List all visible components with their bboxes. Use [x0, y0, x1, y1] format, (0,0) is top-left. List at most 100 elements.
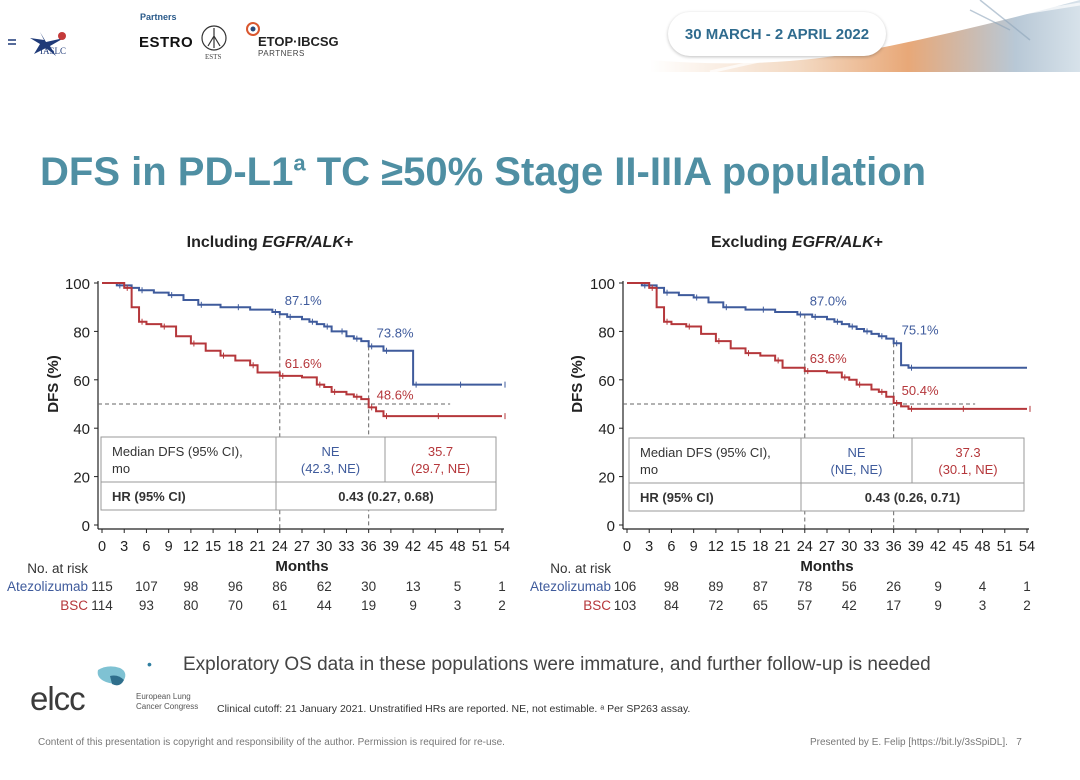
chart1-x-tick-label: 3: [120, 539, 128, 555]
chart2-risk-value: 98: [664, 579, 679, 594]
chart2-risk-name-atezolizumab: Atezolizumab: [530, 579, 611, 594]
chart1-label-bsc-36: 48.6%: [377, 387, 414, 402]
chart1-risk-value: 3: [454, 598, 462, 613]
chart1-label-bsc-24: 61.6%: [285, 356, 322, 371]
etop-ibcsg-logo: ETOP·IBCSG: [258, 34, 339, 49]
chart2-x-tick-label: 9: [690, 539, 698, 555]
chart1-x-tick-label: 54: [494, 539, 510, 555]
partners-label: Partners: [140, 12, 177, 22]
chart2-risk-value: 65: [753, 598, 768, 613]
copyright-notice: Content of this presentation is copyrigh…: [38, 737, 505, 748]
chart1-risk-value: 115: [91, 579, 113, 594]
ests-logo-text: ESTS: [205, 53, 222, 61]
chart2-x-axis-label: Months: [800, 558, 853, 575]
chart1-table-row1-label: Median DFS (95% CI),: [112, 444, 243, 459]
chart2-title: Excluding EGFR/ALK+: [711, 234, 883, 251]
chart1-risk-value: 93: [139, 598, 154, 613]
chart1-risk-value: 96: [228, 579, 243, 594]
chart1-risk-value: 86: [272, 579, 287, 594]
chart2-risk-value: 26: [886, 579, 901, 594]
chart1-risk-value: 9: [409, 598, 417, 613]
chart2-risk-value: 87: [753, 579, 768, 594]
chart2-curve-atezolizumab: [627, 282, 1027, 369]
chart1-label-atezolizumab-36: 73.8%: [377, 325, 414, 340]
ests-logo-icon: [201, 25, 227, 51]
chart1-x-axis-label: Months: [275, 558, 328, 575]
chart1-title: Including EGFR/ALK+: [187, 234, 354, 251]
chart1-x-tick-label: 51: [472, 539, 488, 555]
chart2-table-hr-value: 0.43 (0.26, 0.71): [865, 490, 960, 505]
chart2-x-tick-label: 27: [819, 539, 835, 555]
chart2-x-tick-label: 42: [930, 539, 946, 555]
chart1-x-tick-label: 39: [383, 539, 399, 555]
iaslc-logo: [8, 32, 66, 56]
chart2-x-tick-label: 39: [908, 539, 924, 555]
chart2-y-tick-label: 100: [590, 276, 615, 293]
chart2-risk-value: 17: [886, 598, 901, 613]
chart2-label-bsc-36: 50.4%: [902, 383, 939, 398]
chart1-y-tick-label: 40: [73, 421, 90, 438]
title-superscript: a: [293, 150, 306, 176]
chart1-risk-value: 1: [498, 579, 506, 594]
chart1-risk-value: 98: [183, 579, 198, 594]
chart2-y-axis-label: DFS (%): [569, 355, 586, 413]
chart2-x-tick-label: 18: [752, 539, 768, 555]
chart2-x-tick-label: 54: [1019, 539, 1035, 555]
elcc-logo-subtitle: European Lung Cancer Congress: [136, 692, 199, 711]
chart1-table-atezo-median: NE: [321, 444, 339, 459]
date-banner-graphic: [650, 0, 1080, 72]
chart1-y-tick-label: 0: [82, 518, 90, 535]
chart2-x-tick-label: 0: [623, 539, 631, 555]
chart2-x-tick-label: 51: [997, 539, 1013, 555]
chart2-risk-value: 106: [614, 579, 637, 594]
chart2-risk-value: 2: [1023, 598, 1031, 613]
chart1-y-tick-label: 80: [73, 324, 90, 341]
chart2-table-atezo-ci: (NE, NE): [831, 462, 883, 477]
chart2-x-tick-label: 6: [667, 539, 675, 555]
chart2-y-tick-label: 20: [598, 470, 615, 487]
etop-partners-label: PARTNERS: [258, 49, 305, 58]
chart1-x-tick-label: 12: [183, 539, 199, 555]
chart2-y-tick-label: 80: [598, 324, 615, 341]
conference-date: 30 MARCH - 2 APRIL 2022: [668, 12, 886, 56]
bullet-text: Exploratory OS data in these populations…: [183, 654, 931, 675]
chart1-risk-value: 5: [454, 579, 462, 594]
footnote: Clinical cutoff: 21 January 2021. Unstra…: [217, 703, 691, 715]
chart2-risk-value: 9: [934, 579, 942, 594]
chart2-label-bsc-24: 63.6%: [810, 351, 847, 366]
chart2-table-bsc-median: 37.3: [955, 445, 980, 460]
chart1-x-tick-label: 45: [427, 539, 443, 555]
chart1-risk-header: No. at risk: [27, 561, 88, 576]
chart2-risk-header: No. at risk: [550, 561, 611, 576]
page-title: DFS in PD-L1a TC ≥50% Stage II-IIIA popu…: [40, 150, 1080, 195]
title-rest: TC ≥50% Stage II-IIIA population: [305, 150, 927, 194]
chart1-label-atezolizumab-24: 87.1%: [285, 293, 322, 308]
chart2-risk-name-bsc: BSC: [583, 598, 611, 613]
chart2-risk-value: 84: [664, 598, 680, 613]
chart2-risk-value: 3: [979, 598, 987, 613]
chart2-table-bsc-ci: (30.1, NE): [938, 462, 997, 477]
chart2-risk-value: 89: [708, 579, 723, 594]
chart2-table-row1-label: Median DFS (95% CI),: [640, 445, 771, 460]
chart1-y-tick-label: 60: [73, 373, 90, 390]
chart1-y-tick-label: 20: [73, 470, 90, 487]
chart2-risk-value: 78: [797, 579, 812, 594]
chart2-risk-value: 56: [842, 579, 857, 594]
chart2-x-tick-label: 30: [841, 539, 857, 555]
chart2-label-atezolizumab-24: 87.0%: [810, 293, 847, 308]
chart1-table-bsc-median: 35.7: [428, 444, 453, 459]
chart1-x-tick-label: 9: [165, 539, 173, 555]
slide-header: IASLC Partners ESTRO ESTS ETOP·IBCSG PAR…: [0, 0, 1080, 80]
chart1-y-tick-label: 100: [65, 276, 90, 293]
chart1-risk-value: 44: [317, 598, 333, 613]
chart1-table-atezo-ci: (42.3, NE): [301, 461, 360, 476]
chart1-risk-name-bsc: BSC: [60, 598, 88, 613]
chart2-y-tick-label: 40: [598, 421, 615, 438]
chart2-risk-value: 42: [842, 598, 857, 613]
chart1-x-tick-label: 42: [405, 539, 421, 555]
chart2-x-tick-label: 12: [708, 539, 724, 555]
chart2-curve-bsc: [627, 282, 1027, 410]
presenter-credit: Presented by E. Felip [https://bit.ly/3s…: [810, 737, 1022, 748]
chart1-table-bsc-ci: (29.7, NE): [411, 461, 470, 476]
